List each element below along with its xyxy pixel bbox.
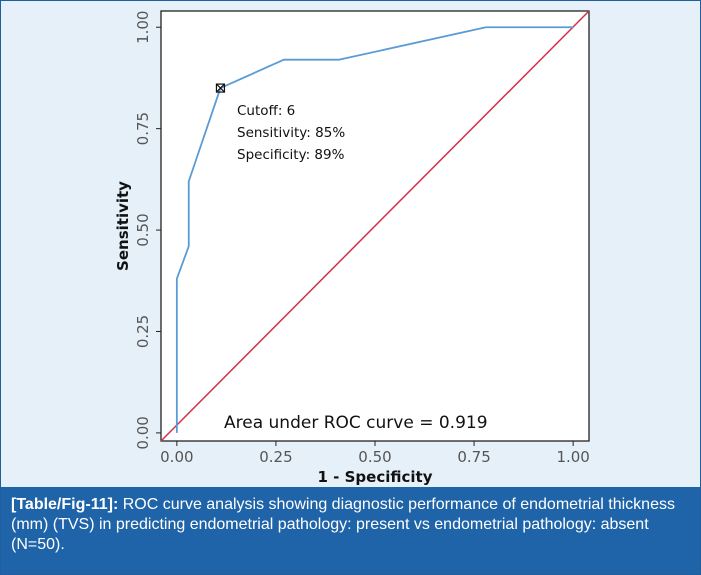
y-tick-label: 0.25	[134, 315, 152, 348]
x-tick-label: 0.75	[457, 448, 490, 466]
x-tick-label: 1.00	[556, 448, 589, 466]
y-tick-label: 0.00	[134, 416, 152, 449]
y-axis-title: Sensitivity	[114, 181, 132, 271]
sensitivity-annotation: Sensitivity: 85%	[237, 125, 345, 141]
caption-text: ROC curve analysis showing diagnostic pe…	[11, 496, 675, 553]
series-layer	[160, 10, 590, 442]
specificity-annotation: Specificity: 89%	[237, 147, 345, 163]
roc-chart: 0.00 0.25 0.50 0.75 1.00 0.00 0.25 0.50 0.75 1.00…	[114, 10, 590, 486]
cutoff-marker-cross	[216, 83, 225, 93]
figure-caption: [Table/Fig-11]: ROC curve analysis showi…	[1, 487, 700, 574]
y-tick-label: 0.75	[134, 112, 152, 145]
reference-diagonal-line	[160, 10, 590, 442]
ticks-layer: 0.00 0.25 0.50 0.75 1.00 0.00 0.25 0.50 0.75 1.00	[134, 11, 590, 466]
cutoff-marker-box	[215, 83, 226, 93]
y-tick-label: 0.50	[134, 213, 152, 246]
x-axis-title: 1 - Specificity	[318, 468, 433, 486]
annotation-layer: Cutoff: 6 Sensitivity: 85% Specificity: …	[224, 103, 488, 433]
cutoff-marker	[215, 83, 226, 93]
y-tick-label: 1.00	[134, 11, 152, 44]
x-tick-label: 0.00	[160, 448, 193, 466]
cutoff-annotation: Cutoff: 6	[237, 103, 295, 119]
auc-label: Area under ROC curve = 0.919	[224, 413, 488, 433]
caption-label: [Table/Fig-11]:	[11, 496, 119, 513]
x-tick-label: 0.25	[259, 448, 292, 466]
x-tick-label: 0.50	[358, 448, 391, 466]
